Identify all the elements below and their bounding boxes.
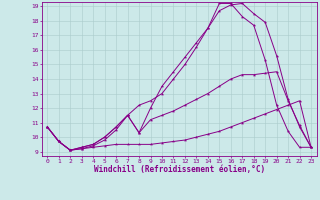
X-axis label: Windchill (Refroidissement éolien,°C): Windchill (Refroidissement éolien,°C) [94,165,265,174]
